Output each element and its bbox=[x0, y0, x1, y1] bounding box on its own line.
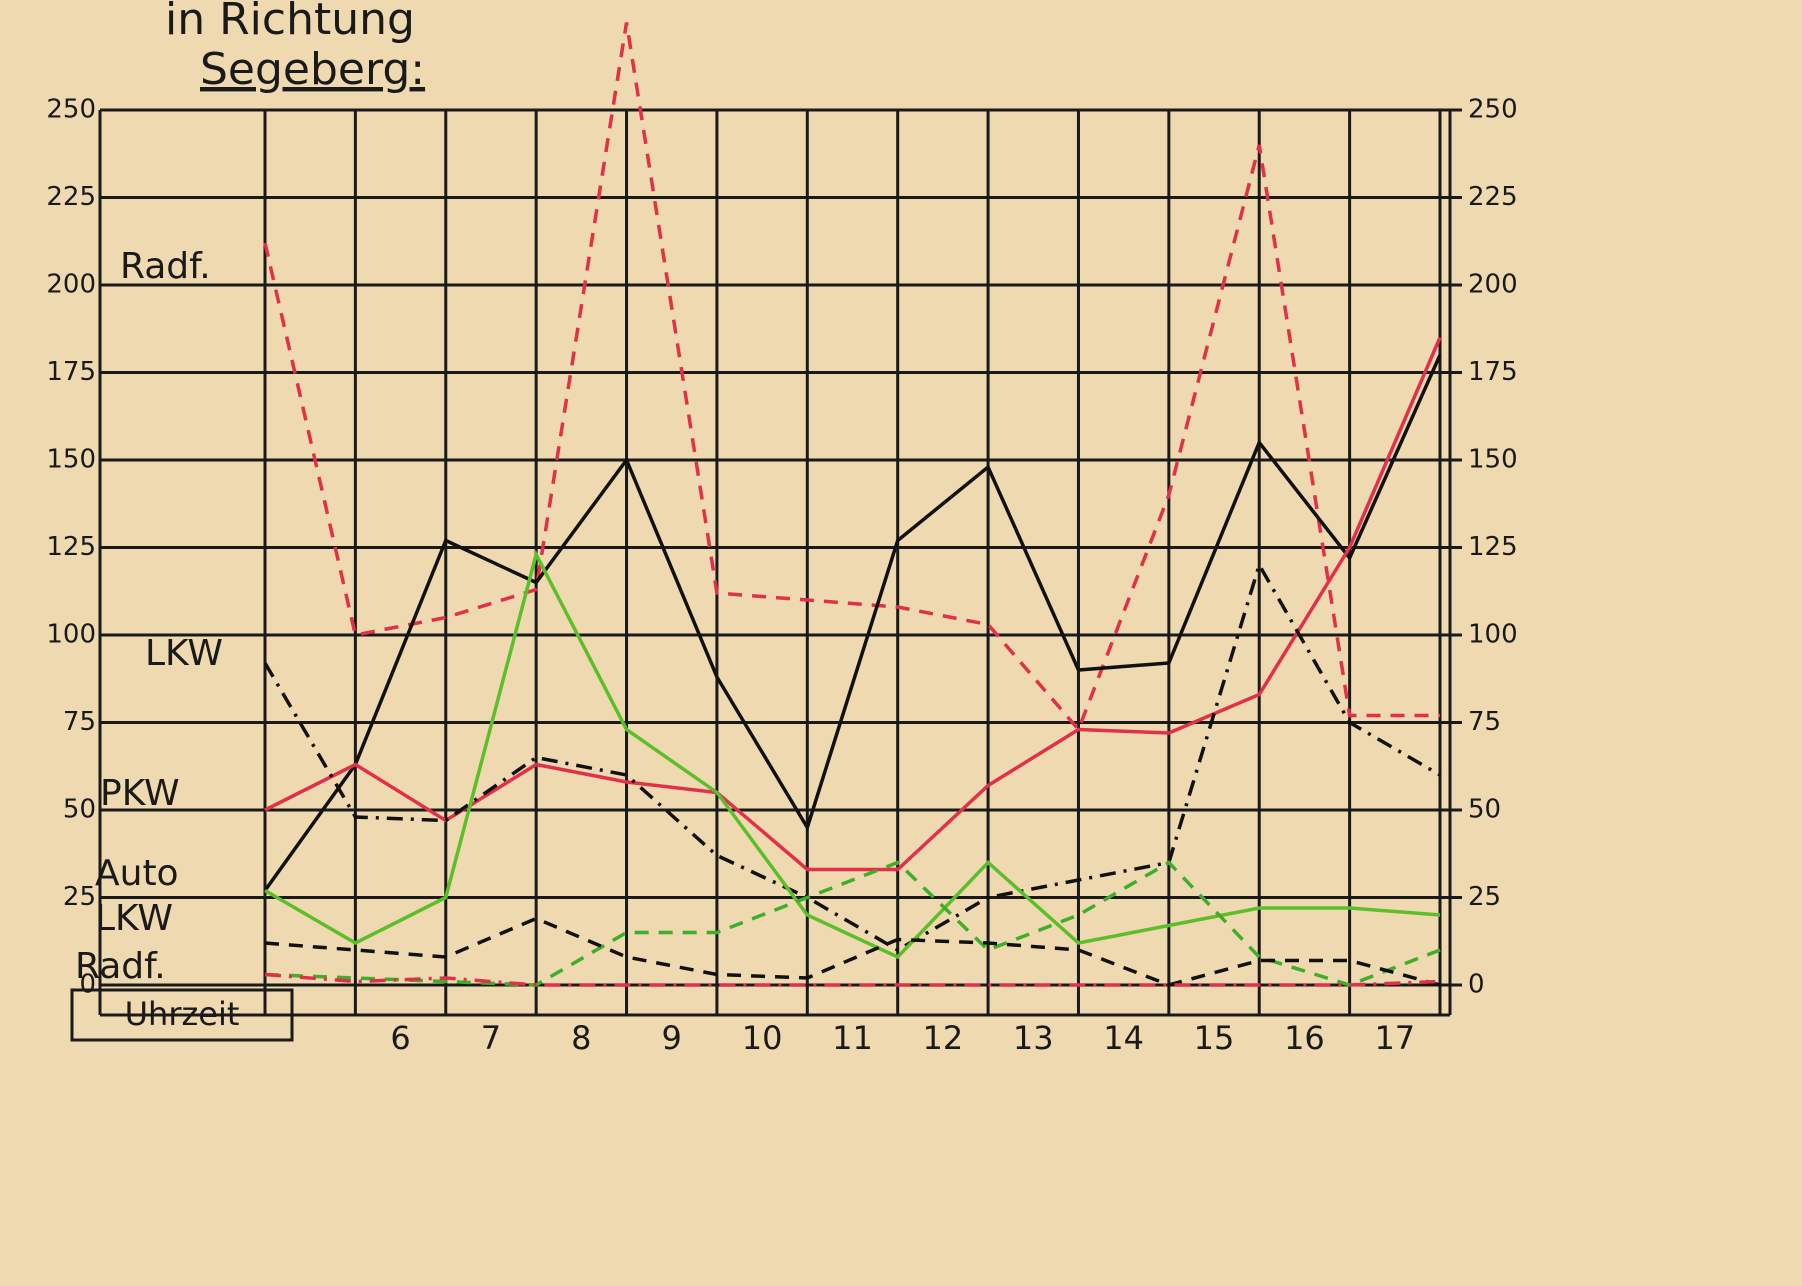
x-tick-label: 11 bbox=[832, 1019, 873, 1057]
y2-tick-label: 125 bbox=[1468, 532, 1518, 562]
y-tick-label: 200 bbox=[46, 270, 96, 300]
legend-label: LKW bbox=[145, 633, 223, 674]
series-line bbox=[263, 354, 1442, 892]
x-axis-label: Uhrzeit bbox=[125, 995, 240, 1033]
x-tick-label: 17 bbox=[1374, 1019, 1415, 1057]
x-tick-label: 12 bbox=[923, 1019, 964, 1057]
series-line bbox=[263, 560, 1441, 953]
y-tick-label: 225 bbox=[46, 182, 96, 212]
x-tick-label: 16 bbox=[1284, 1019, 1325, 1057]
x-tick-label: 8 bbox=[571, 1019, 591, 1057]
y-tick-label: 50 bbox=[63, 795, 96, 825]
chart-subtitle: Segeberg: bbox=[200, 44, 425, 95]
y-tick-label: 125 bbox=[46, 532, 96, 562]
legend-label: Radf. bbox=[120, 246, 211, 287]
y2-tick-label: 25 bbox=[1468, 882, 1501, 912]
xlabel-box bbox=[70, 988, 294, 1042]
legend-label: Radf. bbox=[75, 946, 166, 987]
y-tick-label: 100 bbox=[46, 620, 96, 650]
x-tick-label: 7 bbox=[481, 1019, 501, 1057]
chart-title: in Richtung bbox=[165, 0, 415, 45]
x-tick-label: 15 bbox=[1194, 1019, 1235, 1057]
y2-tick-label: 0 bbox=[1468, 970, 1485, 1000]
y-tick-label: 250 bbox=[46, 95, 96, 125]
x-tick-label: 10 bbox=[742, 1019, 783, 1057]
x-tick-label: 9 bbox=[662, 1019, 682, 1057]
x-tick-label: 6 bbox=[390, 1019, 410, 1057]
series-line bbox=[264, 860, 1441, 987]
y-tick-label: 175 bbox=[46, 357, 96, 387]
series-line bbox=[263, 22, 1440, 733]
y2-tick-label: 200 bbox=[1468, 270, 1518, 300]
y-tick-label: 0 bbox=[79, 970, 96, 1000]
y2-tick-label: 175 bbox=[1468, 357, 1518, 387]
y-tick-label: 25 bbox=[63, 882, 96, 912]
y2-tick-label: 250 bbox=[1468, 95, 1518, 125]
y-tick-label: 75 bbox=[63, 707, 96, 737]
y2-tick-label: 225 bbox=[1468, 182, 1518, 212]
y2-tick-label: 50 bbox=[1468, 795, 1501, 825]
y2-tick-label: 100 bbox=[1468, 620, 1518, 650]
legend-label: PKW bbox=[100, 773, 180, 814]
series-line bbox=[264, 916, 1441, 987]
y-tick-label: 150 bbox=[46, 445, 96, 475]
x-tick-label: 13 bbox=[1013, 1019, 1054, 1057]
y2-tick-label: 150 bbox=[1468, 445, 1518, 475]
legend-label: Auto bbox=[95, 853, 179, 894]
legend-label: LKW bbox=[95, 898, 173, 939]
y2-tick-label: 75 bbox=[1468, 707, 1501, 737]
x-tick-label: 14 bbox=[1103, 1019, 1144, 1057]
series-line bbox=[264, 549, 1441, 960]
